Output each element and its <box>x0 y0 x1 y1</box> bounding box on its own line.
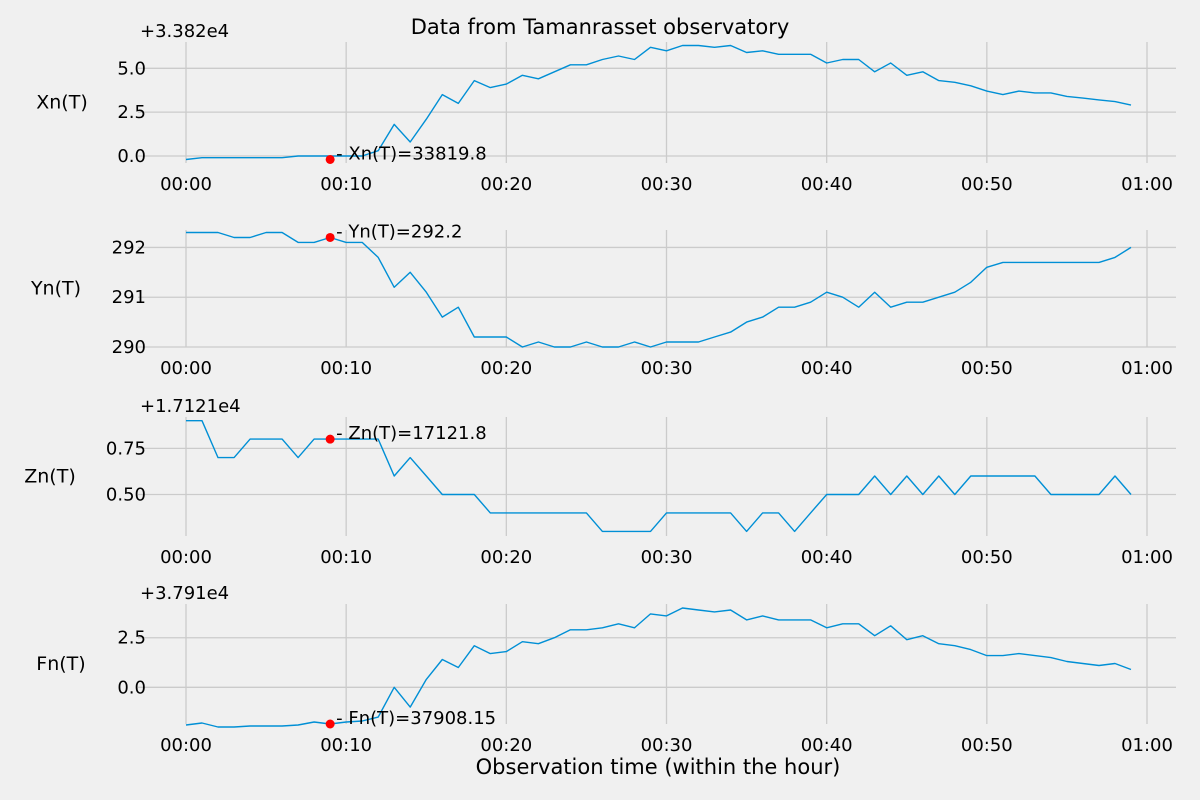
panel-2: 00:00 00:10 00:20 00:30 00:40 00:50 01:00 290 29… <box>30 221 1176 379</box>
x-tick-label: 00:30 <box>641 358 693 379</box>
x-tick-label: 00:30 <box>641 174 693 195</box>
panels: 00:00 00:10 00:20 00:30 00:40 00:50 01:00 0.0 2.… <box>24 21 1176 756</box>
x-tick-label: 00:40 <box>801 358 853 379</box>
panel-1: 00:00 00:10 00:20 00:30 00:40 00:50 01:00 0.0 2.… <box>36 21 1176 195</box>
y-tick-label: 290 <box>112 337 146 358</box>
annotation-label: - Yn(T)=292.2 <box>336 221 462 242</box>
x-tick-label: 00:10 <box>320 547 372 568</box>
y-axis-label: Yn(T) <box>30 278 81 300</box>
x-tick-label: 00:00 <box>160 547 212 568</box>
x-tick-label: 01:00 <box>1121 547 1173 568</box>
x-tick-label: 00:10 <box>320 735 372 756</box>
x-tick-label: 00:00 <box>160 174 212 195</box>
x-tick-label: 01:00 <box>1121 735 1173 756</box>
series-line <box>186 231 1132 348</box>
x-tick-label: 00:20 <box>480 174 532 195</box>
y-tick-label: 292 <box>112 237 146 258</box>
x-tick-label: 00:20 <box>480 358 532 379</box>
marker-point <box>325 434 335 444</box>
x-tick-label: 00:00 <box>160 735 212 756</box>
marker-point <box>325 232 335 242</box>
y-offset-text: +3.382e4 <box>140 21 229 42</box>
series-line <box>185 607 1132 728</box>
y-axis-label: Xn(T) <box>36 92 88 114</box>
y-tick-label: 0.75 <box>106 438 146 459</box>
x-tick-label: 01:00 <box>1121 174 1173 195</box>
series-line <box>185 44 1132 161</box>
annotation-label: - Fn(T)=37908.15 <box>336 708 496 729</box>
x-axis-label: Observation time (within the hour) <box>476 755 841 779</box>
marker-point <box>325 719 335 729</box>
panel-3: 00:00 00:10 00:20 00:30 00:40 00:50 01:00 0.50 0… <box>24 396 1176 568</box>
y-axis-label: Fn(T) <box>36 653 85 675</box>
marker-point <box>325 154 335 164</box>
x-tick-label: 00:50 <box>961 735 1013 756</box>
x-tick-label: 00:20 <box>480 547 532 568</box>
annotation-label: - Xn(T)=33819.8 <box>336 143 487 164</box>
y-tick-label: 2.5 <box>117 102 146 123</box>
y-tick-label: 0.0 <box>117 677 146 698</box>
y-tick-label: 291 <box>112 287 146 308</box>
x-tick-label: 00:30 <box>641 547 693 568</box>
x-tick-label: 00:50 <box>961 358 1013 379</box>
x-tick-label: 00:50 <box>961 174 1013 195</box>
y-tick-label: 0.50 <box>106 484 146 505</box>
y-offset-text: +1.7121e4 <box>140 396 241 417</box>
x-tick-label: 00:10 <box>320 174 372 195</box>
x-tick-label: 00:10 <box>320 358 372 379</box>
chart-title: Data from Tamanrasset observatory <box>411 15 790 39</box>
x-tick-label: 00:40 <box>801 174 853 195</box>
x-tick-label: 00:20 <box>480 735 532 756</box>
y-tick-label: 0.0 <box>117 146 146 167</box>
x-tick-label: 01:00 <box>1121 358 1173 379</box>
y-axis-label: Zn(T) <box>24 466 76 488</box>
x-tick-label: 00:40 <box>801 547 853 568</box>
y-offset-text: +3.791e4 <box>140 583 229 604</box>
y-tick-label: 2.5 <box>117 628 146 649</box>
series-line <box>186 420 1132 533</box>
x-tick-label: 00:40 <box>801 735 853 756</box>
x-tick-label: 00:00 <box>160 358 212 379</box>
x-tick-label: 00:30 <box>641 735 693 756</box>
annotation-label: - Zn(T)=17121.8 <box>336 423 487 444</box>
panel-4: 00:00 00:10 00:20 00:30 00:40 00:50 01:00 0.0 2.… <box>36 583 1176 756</box>
x-tick-label: 00:50 <box>961 547 1013 568</box>
y-tick-label: 5.0 <box>117 58 146 79</box>
